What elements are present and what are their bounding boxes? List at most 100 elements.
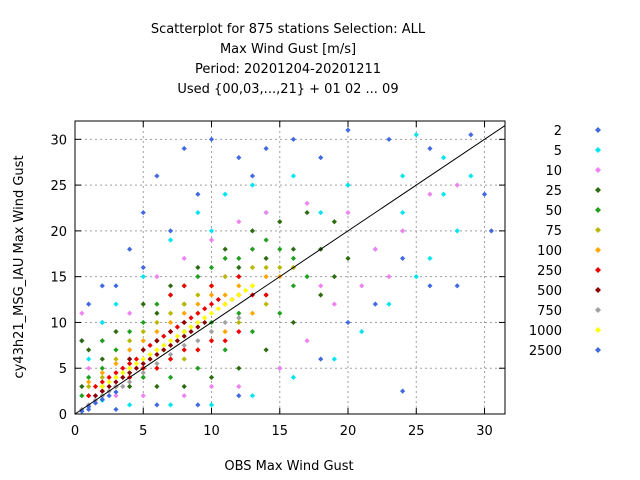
- data-point: [113, 389, 119, 395]
- data-point: [222, 301, 228, 307]
- legend-label: 500: [537, 284, 562, 299]
- data-point: [331, 219, 337, 225]
- data-point: [181, 333, 187, 339]
- legend-marker: [595, 267, 601, 273]
- data-point: [154, 347, 160, 353]
- data-point: [386, 136, 392, 142]
- data-point: [249, 283, 256, 289]
- data-point: [181, 255, 187, 261]
- data-point: [147, 351, 153, 358]
- data-point: [208, 310, 215, 316]
- data-point: [154, 310, 160, 316]
- data-point: [263, 301, 269, 307]
- data-point: [181, 319, 187, 326]
- data-point: [127, 361, 133, 367]
- data-point: [318, 292, 324, 298]
- y-tick-label: 10: [50, 316, 67, 331]
- data-point: [263, 145, 269, 152]
- x-tick-label: 30: [476, 424, 493, 439]
- legend-marker: [595, 127, 601, 133]
- data-point: [99, 379, 105, 385]
- one-to-one-line: [74, 125, 506, 415]
- data-point: [127, 379, 133, 385]
- data-point: [127, 383, 133, 390]
- data-point: [236, 155, 242, 161]
- data-point: [181, 145, 187, 152]
- data-point: [99, 283, 105, 289]
- data-point: [140, 347, 146, 353]
- data-point: [400, 209, 406, 216]
- x-tick-label: 20: [340, 424, 357, 439]
- data-point: [147, 356, 153, 362]
- data-point: [290, 136, 297, 142]
- data-point: [413, 274, 419, 280]
- data-point: [236, 383, 242, 390]
- data-point: [400, 173, 406, 179]
- data-point: [249, 393, 256, 399]
- data-point: [99, 370, 105, 376]
- data-point: [249, 328, 256, 335]
- data-point: [318, 356, 324, 362]
- data-point: [127, 402, 133, 408]
- data-point: [86, 365, 92, 371]
- data-point: [86, 393, 92, 399]
- data-point: [127, 310, 133, 316]
- data-point: [106, 393, 112, 399]
- data-point: [318, 283, 324, 289]
- data-point: [140, 301, 146, 307]
- data-point: [120, 383, 126, 390]
- data-point: [167, 356, 174, 362]
- data-point: [188, 328, 194, 335]
- y-tick-label: 25: [50, 179, 67, 194]
- data-point: [454, 283, 460, 289]
- data-point: [127, 356, 133, 362]
- data-point: [113, 301, 119, 307]
- data-point: [195, 338, 201, 344]
- title-line-3: Period: 20201204-20201211: [195, 62, 381, 77]
- data-point: [208, 301, 215, 307]
- data-point: [120, 365, 126, 371]
- data-point: [167, 237, 174, 243]
- data-point: [161, 342, 167, 348]
- data-point: [195, 365, 201, 371]
- data-point: [167, 283, 174, 289]
- data-point: [167, 319, 174, 326]
- data-point: [263, 237, 269, 243]
- data-point: [331, 356, 337, 362]
- x-tick-label: 0: [71, 424, 79, 439]
- legend-label: 10: [545, 164, 562, 179]
- data-point: [195, 274, 201, 280]
- data-point: [167, 338, 174, 344]
- data-point: [318, 155, 324, 161]
- data-point: [236, 328, 242, 335]
- y-axis-label: cy43h21_MSG_IAU Max Wind Gust: [12, 155, 27, 378]
- legend-marker: [595, 167, 601, 173]
- data-point: [195, 209, 201, 216]
- data-point: [127, 338, 133, 344]
- data-point: [372, 246, 378, 252]
- data-point: [359, 328, 365, 335]
- data-point: [400, 255, 406, 261]
- legend-marker: [595, 307, 601, 313]
- y-tick-label: 30: [50, 133, 67, 148]
- data-points: [79, 127, 494, 414]
- legend-label: 2: [554, 124, 562, 139]
- data-point: [92, 383, 99, 390]
- title-line-4: Used {00,03,...,21} + 01 02 ... 09: [177, 82, 398, 97]
- data-point: [99, 365, 105, 371]
- data-point: [195, 324, 201, 330]
- data-point: [208, 292, 215, 298]
- data-point: [99, 374, 105, 380]
- data-point: [236, 365, 242, 371]
- data-point: [181, 283, 187, 289]
- data-point: [154, 338, 160, 344]
- data-point: [195, 319, 201, 326]
- data-point: [167, 342, 174, 348]
- data-point: [263, 347, 269, 353]
- data-point: [195, 310, 201, 316]
- data-point: [161, 347, 167, 353]
- data-point: [236, 310, 242, 316]
- data-point: [290, 283, 297, 289]
- legend-marker: [595, 327, 601, 333]
- data-point: [86, 406, 92, 413]
